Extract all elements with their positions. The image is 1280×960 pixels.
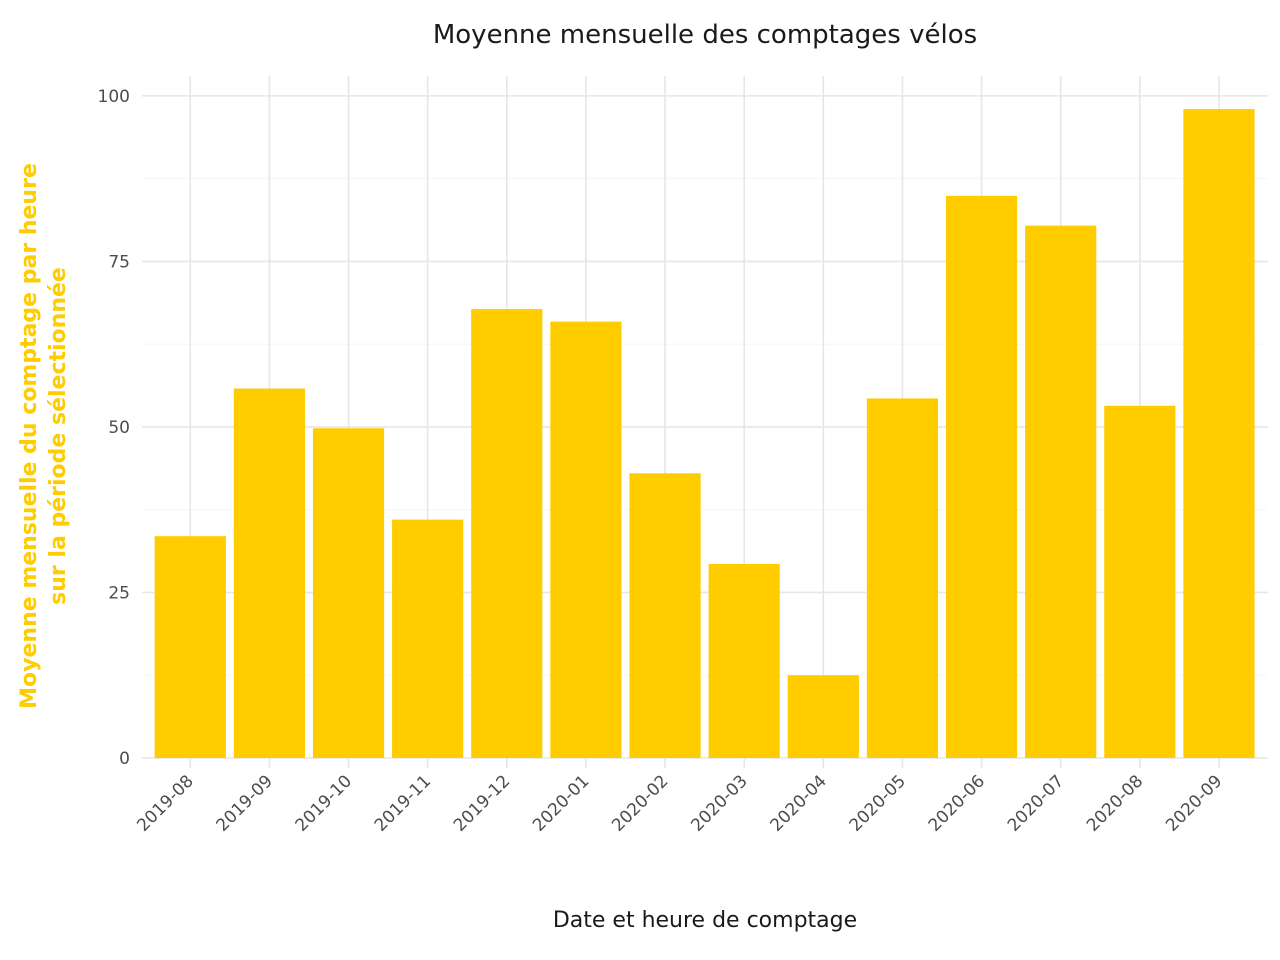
x-tick-label: 2019-10 bbox=[292, 771, 356, 835]
x-tick-label: 2020-03 bbox=[687, 771, 751, 835]
bars bbox=[154, 109, 1255, 759]
x-tick-label: 2019-08 bbox=[133, 771, 197, 835]
bar-2020-02 bbox=[629, 473, 701, 758]
y-tick-label: 75 bbox=[108, 252, 130, 272]
bar-2020-08 bbox=[1104, 405, 1176, 758]
y-tick-label: 25 bbox=[108, 583, 130, 603]
y-tick-label: 100 bbox=[98, 87, 130, 107]
bar-2020-07 bbox=[1025, 225, 1097, 759]
x-tick-label: 2020-06 bbox=[925, 771, 989, 835]
x-tick-label: 2020-02 bbox=[608, 771, 672, 835]
grid bbox=[142, 76, 1268, 768]
chart-title: Moyenne mensuelle des comptages vélos bbox=[433, 20, 977, 50]
x-tick-label: 2020-09 bbox=[1162, 771, 1226, 835]
bar-2019-08 bbox=[154, 536, 226, 758]
bar-2020-03 bbox=[708, 563, 780, 758]
y-axis-ticks: 0 25 50 75 100 bbox=[98, 87, 130, 769]
bar-2020-05 bbox=[866, 398, 939, 758]
y-axis-title: Moyenne mensuelle du comptage par heure … bbox=[17, 163, 71, 709]
bar-2020-06 bbox=[945, 195, 1018, 758]
y-axis-title-line-1: Moyenne mensuelle du comptage par heure bbox=[17, 163, 42, 709]
bar-2019-11 bbox=[392, 519, 464, 758]
x-axis-ticks: 2019-08 2019-09 2019-10 2019-11 2019-12 2020-… bbox=[133, 771, 1226, 835]
x-tick-label: 2020-08 bbox=[1083, 771, 1147, 835]
x-tick-label: 2020-01 bbox=[529, 771, 593, 835]
y-axis-title-line-2: sur la période sélectionnée bbox=[46, 267, 71, 605]
bar-2019-10 bbox=[312, 428, 385, 758]
x-tick-label: 2020-04 bbox=[766, 771, 830, 835]
bar-2020-04 bbox=[787, 675, 859, 758]
bar-2019-09 bbox=[233, 388, 305, 758]
x-tick-label: 2020-05 bbox=[846, 771, 910, 835]
bar-2020-01 bbox=[550, 321, 622, 758]
x-tick-label: 2019-12 bbox=[450, 771, 514, 835]
y-tick-label: 0 bbox=[119, 749, 130, 769]
bar-2020-09 bbox=[1183, 109, 1255, 758]
bar-2019-12 bbox=[471, 309, 543, 758]
x-tick-label: 2020-07 bbox=[1004, 771, 1068, 835]
y-tick-label: 50 bbox=[108, 418, 130, 438]
x-axis-title: Date et heure de comptage bbox=[553, 908, 857, 933]
x-tick-label: 2019-09 bbox=[213, 771, 277, 835]
x-tick-label: 2019-11 bbox=[371, 771, 435, 835]
